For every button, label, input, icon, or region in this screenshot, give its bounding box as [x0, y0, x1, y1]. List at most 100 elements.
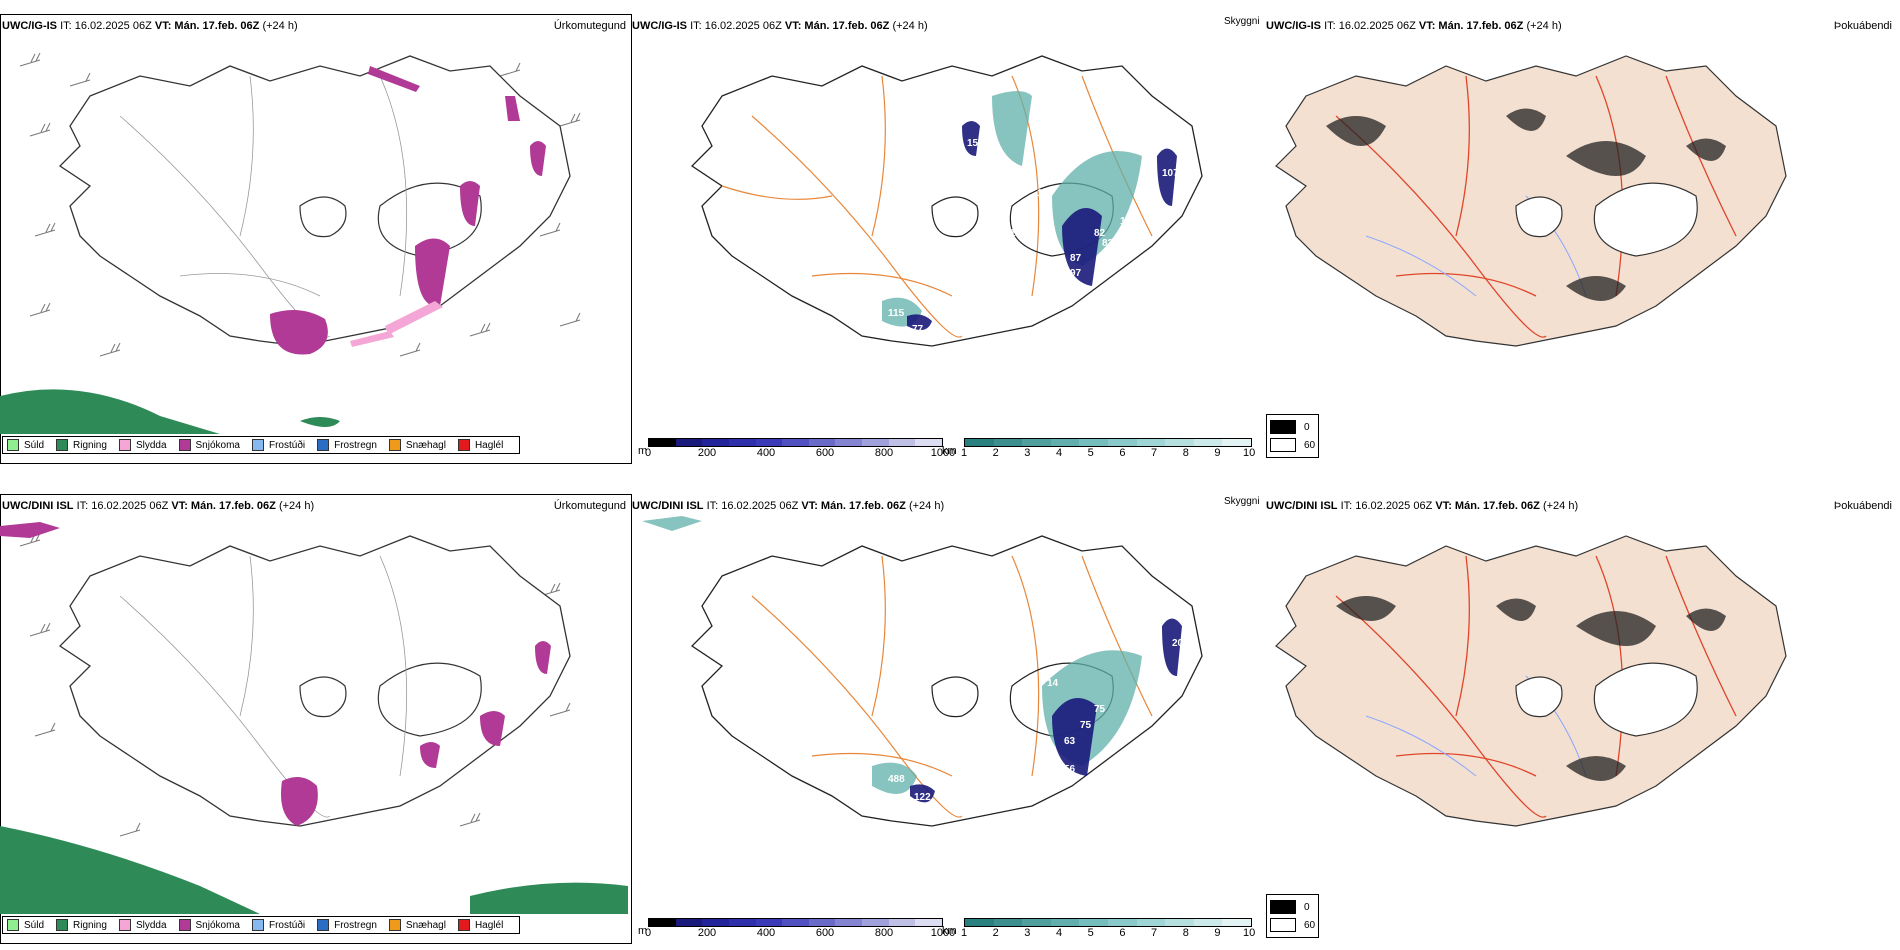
tick-label: 0: [644, 447, 652, 459]
valid-time: VT: Mán. 17.feb. 06Z: [1435, 500, 1540, 512]
ptype-frame: [0, 494, 632, 944]
tick-label: 1: [960, 447, 968, 459]
legend-item-frostregn: Frostregn: [317, 439, 377, 451]
legend-item-slydda: Slydda: [118, 919, 167, 931]
cloud-number: 22: [1027, 708, 1039, 719]
vis-title: Skyggni: [1224, 16, 1260, 27]
fog-header: UWC/IG-IS IT: 16.02.2025 06Z VT: Mán. 17…: [1266, 20, 1896, 38]
colorbar-cell: [993, 439, 1023, 446]
colorbar-cell: [728, 919, 756, 926]
model-name: UWC/IG-IS: [1266, 20, 1321, 32]
cloud-number: 14: [1047, 678, 1059, 689]
colorbar-cell: [675, 919, 703, 926]
init-time: IT: 16.02.2025 06Z: [690, 20, 782, 32]
legend-swatch: [457, 439, 470, 451]
legend-label: Slydda: [135, 439, 167, 451]
tick-label: 400: [756, 447, 776, 459]
visibility-colorbar: km 1 2 3 4 5 6 7 8 9 10: [942, 918, 1255, 939]
fog-legend-label: 60: [1304, 919, 1316, 931]
ptype-header: UWC/IG-IS IT: 16.02.2025 06Z VT: Mán. 17…: [2, 20, 630, 38]
colorbar-cell: [1107, 439, 1137, 446]
tick-label: 0: [644, 927, 652, 939]
colorbar-cell: [862, 439, 889, 446]
ptype-panel-2: UWC/DINI ISL IT: 16.02.2025 06Z VT: Mán.…: [0, 494, 632, 944]
colorbar-cell: [1079, 439, 1108, 446]
cloud-number: 97: [1070, 268, 1082, 279]
legend-item-snaehagl: Snæhagl: [388, 439, 446, 451]
colorbar-cell: [1222, 439, 1251, 446]
cloud-number: 115: [888, 308, 905, 319]
tick-label: 7: [1151, 927, 1158, 939]
init-time: IT: 16.02.2025 06Z: [1340, 500, 1433, 512]
legend-item-suld: Súld: [7, 919, 44, 931]
model-name: UWC/DINI ISL: [632, 500, 704, 512]
vis-header: UWC/IG-IS IT: 16.02.2025 06Z VT: Mán. 17…: [632, 20, 1264, 38]
colorbar-cells: [964, 918, 1252, 927]
cloud-number: 75: [1080, 720, 1092, 731]
cloud-number: 22: [1077, 108, 1089, 119]
cloud-number: 63: [1064, 736, 1076, 747]
colorbar-cell: [1165, 919, 1194, 926]
colorbar-cell: [1136, 919, 1166, 926]
tick-label: 1000: [930, 447, 956, 459]
legend-item-frostudi: Frostúði: [251, 919, 305, 931]
cloud-number: 488: [888, 774, 905, 785]
colorbar-cell: [675, 439, 703, 446]
cloud-number: 122: [914, 792, 931, 803]
colorbar-cell: [1022, 439, 1051, 446]
colorbar-cell: [1022, 919, 1051, 926]
colorbar-cell: [915, 919, 943, 926]
colorbar-cell: [915, 439, 943, 446]
ptype-title: Úrkomutegund: [553, 20, 626, 32]
legend-swatch: [178, 439, 191, 451]
legend-swatch: [7, 439, 19, 451]
cloud-number: 13: [1037, 188, 1049, 199]
fog-legend-label: 60: [1304, 439, 1316, 451]
ptype-header: UWC/DINI ISL IT: 16.02.2025 06Z VT: Mán.…: [2, 500, 630, 518]
row-1: UWC/IG-IS IT: 16.02.2025 06Z VT: Mán. 17…: [0, 0, 1900, 470]
ptype-panel-1: UWC/IG-IS IT: 16.02.2025 06Z VT: Mán. 17…: [0, 14, 632, 464]
cloud-number: 75: [1094, 704, 1106, 715]
cloud-number: 56: [1064, 764, 1076, 775]
legend-swatch: [388, 919, 401, 931]
tick-label: 8: [1182, 447, 1189, 459]
fog-swatch: [1270, 420, 1296, 434]
valid-time: VT: Mán. 17.feb. 06Z: [171, 500, 276, 512]
colorbar-cell: [993, 919, 1023, 926]
valid-time: VT: Mán. 17.feb. 06Z: [154, 20, 260, 32]
colorbar-ticks: 1 2 3 4 5 6 7 8 9 10: [961, 927, 1255, 939]
colorbar-cell: [702, 919, 729, 926]
colorbar-ticks: 0 200 400 600 800 1000: [644, 927, 955, 939]
cloud-number: 82: [1094, 228, 1106, 239]
tick-label: 3: [1024, 447, 1031, 459]
colorbar-cell: [965, 439, 994, 446]
cloud-base-colorbar: m 0 200 400 600 800 1000: [638, 438, 955, 459]
tick-label: 9: [1214, 927, 1221, 939]
tick-label: 3: [1024, 927, 1031, 939]
fog-legend-row: 60: [1270, 916, 1315, 934]
legend-swatch: [317, 439, 330, 451]
model-name: UWC/IG-IS: [2, 20, 57, 32]
vis-panel-1: UWC/IG-IS IT: 16.02.2025 06Z VT: Mán. 17…: [632, 14, 1264, 462]
colorbar-ticks: 0 200 400 600 800 1000: [644, 447, 955, 459]
init-time: IT: 16.02.2025 06Z: [60, 20, 152, 32]
vis-panel-2: UWC/DINI ISL IT: 16.02.2025 06Z VT: Mán.…: [632, 494, 1264, 942]
legend-label: Haglél: [474, 919, 504, 931]
colorbar-cell: [702, 439, 729, 446]
legend-label: Frostregn: [334, 919, 377, 931]
colorbar-cell: [782, 439, 809, 446]
legend-item-rigning: Rigning: [56, 439, 107, 451]
vis-map: 488 122 75 75 63 56 20 22 12 16 14: [642, 516, 1203, 827]
legend-item-haglel: Haglél: [457, 919, 504, 931]
cloud-number: 16: [1042, 648, 1054, 659]
colorbar-cells: [648, 438, 943, 447]
colorbar-cell: [888, 439, 916, 446]
lead-time: (+24 h): [1542, 500, 1579, 512]
legend-label: Súld: [24, 439, 45, 451]
legend-item-haglel: Haglél: [457, 439, 503, 451]
ptype-legend: Súld Rigning Slydda Snjókoma Frostúði Fr…: [2, 916, 521, 934]
fog-title: Þokuábendi: [1833, 500, 1892, 512]
colorbar-cell: [728, 439, 756, 446]
fog-title: Þokuábendi: [1833, 20, 1892, 32]
ptype-map: [0, 522, 628, 914]
